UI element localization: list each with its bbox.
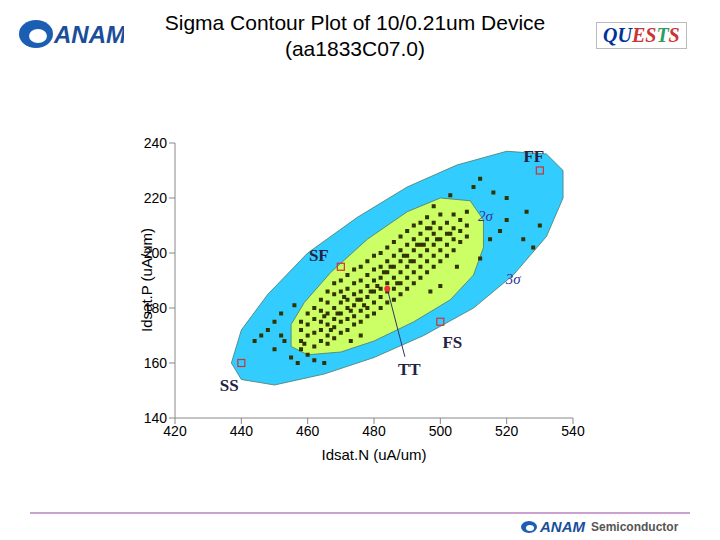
svg-text:220: 220 [144, 190, 168, 206]
svg-text:520: 520 [495, 423, 519, 439]
svg-text:2σ: 2σ [478, 208, 494, 224]
svg-text:440: 440 [230, 423, 254, 439]
svg-text:FS: FS [442, 333, 462, 352]
svg-text:TT: TT [398, 360, 421, 379]
svg-text:SF: SF [309, 246, 329, 265]
svg-text:480: 480 [362, 423, 386, 439]
svg-text:540: 540 [561, 423, 585, 439]
svg-text:SS: SS [220, 376, 239, 395]
svg-text:FF: FF [523, 147, 544, 166]
svg-text:240: 240 [144, 135, 168, 151]
svg-text:140: 140 [144, 410, 168, 426]
svg-text:460: 460 [296, 423, 320, 439]
svg-text:500: 500 [429, 423, 453, 439]
svg-text:3σ: 3σ [505, 271, 522, 287]
svg-text:160: 160 [144, 355, 168, 371]
svg-text:ANAM: ANAM [53, 21, 124, 48]
